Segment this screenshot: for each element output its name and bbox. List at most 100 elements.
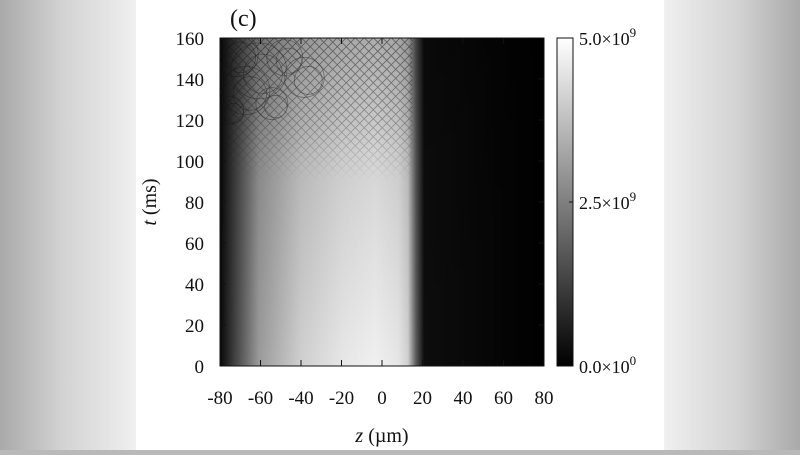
- turbulence-arc: [293, 66, 323, 95]
- x-tick-label: 80: [535, 388, 554, 409]
- x-tick-label: -20: [329, 388, 354, 409]
- turbulence-arc: [221, 66, 271, 115]
- turbulence-arcs: [220, 38, 325, 125]
- lattice-line: [517, 154, 544, 182]
- lattice-line: [247, 38, 392, 182]
- lattice-line: [274, 38, 419, 182]
- lattice-line: [526, 38, 544, 57]
- lattice-line: [445, 82, 544, 182]
- x-tick-label: -40: [288, 388, 313, 409]
- y-tick-label: 80: [185, 193, 204, 214]
- lattice-line: [472, 38, 544, 111]
- turbulence-arc: [264, 95, 288, 119]
- density-heatmap-chart: (c) -80 -60 -40 -20 0 20 40 60 80 0 20 40 60 80 100 12…: [139, 6, 636, 447]
- density-field-shading: [220, 38, 544, 366]
- lattice-line: [364, 38, 509, 182]
- x-axis-ticks: -80 -60 -40 -20 0 20 40 60 80: [207, 38, 554, 409]
- lattice-line: [427, 64, 544, 182]
- lattice-line: [220, 38, 320, 138]
- lattice-line: [301, 38, 446, 182]
- lattice-line: [220, 38, 284, 102]
- lattice-line: [220, 38, 329, 147]
- interference-lattice: [220, 38, 544, 182]
- turbulence-arc: [232, 76, 268, 111]
- x-tick-label: 40: [454, 388, 473, 409]
- turbulence-arc: [224, 41, 256, 74]
- lattice-line: [238, 38, 383, 182]
- turbulence-arc: [275, 47, 302, 74]
- y-axis-unit: (ms): [139, 178, 161, 220]
- y-tick-label: 40: [185, 275, 204, 296]
- turbulence-arc: [223, 103, 244, 124]
- x-tick-label: -80: [207, 388, 232, 409]
- lattice-line: [310, 38, 455, 182]
- lattice-line: [499, 136, 544, 182]
- lattice-line: [472, 109, 544, 182]
- lattice-line: [220, 126, 275, 182]
- lattice-line: [454, 91, 544, 182]
- lattice-line: [517, 38, 544, 66]
- lattice-line: [508, 145, 544, 182]
- lattice-line: [481, 38, 544, 102]
- x-tick-label: 60: [494, 388, 513, 409]
- lattice-line: [526, 163, 544, 182]
- lattice-line: [346, 38, 491, 182]
- turbulence-arc: [266, 39, 304, 77]
- lattice-line: [256, 38, 401, 182]
- lattice-line: [391, 38, 536, 182]
- lattice-line: [355, 38, 500, 182]
- x-axis-label: z (µm): [354, 425, 408, 447]
- lattice-line: [373, 38, 518, 182]
- lattice-line: [220, 38, 356, 174]
- turbulence-arc: [220, 38, 259, 77]
- lattice-line: [229, 38, 374, 182]
- lattice-line: [220, 38, 248, 66]
- y-tick-label: 140: [176, 70, 205, 91]
- turbulence-arc: [242, 53, 283, 94]
- lattice-line: [499, 38, 544, 84]
- lattice-line: [490, 127, 544, 182]
- lattice-line: [220, 38, 266, 84]
- turbulence-arc: [283, 57, 325, 98]
- lattice-line: [400, 38, 544, 182]
- lattice-line: [220, 38, 275, 93]
- lattice-line: [220, 38, 338, 156]
- lattice-line: [490, 38, 544, 93]
- x-tick-label: -60: [248, 388, 273, 409]
- y-axis-variable: t: [139, 220, 161, 226]
- lattice-line: [418, 55, 544, 182]
- colorbar-tick-label: 2.5×109: [579, 189, 636, 213]
- heatmap-field: [220, 38, 544, 366]
- lattice-line: [220, 38, 347, 165]
- colorbar-tick-label: 0.0×100: [579, 353, 636, 377]
- lattice-line: [337, 38, 482, 182]
- lattice-line: [220, 153, 248, 182]
- x-tick-label: 0: [377, 388, 387, 409]
- lattice-line: [535, 172, 544, 182]
- lattice-line: [220, 117, 284, 182]
- y-tick-label: 120: [176, 111, 205, 132]
- x-tick-label: 20: [413, 388, 432, 409]
- y-tick-label: 60: [185, 234, 204, 255]
- panel-label: (c): [230, 6, 257, 32]
- lattice-line: [481, 118, 544, 182]
- lattice-line: [220, 38, 365, 182]
- lattice-line: [220, 38, 311, 129]
- colorbar-ticks: 0.0×100 2.5×109 5.0×109: [569, 25, 636, 377]
- lattice-line: [382, 38, 527, 182]
- x-axis-variable: z: [354, 425, 363, 447]
- figure-panel: (c) -80 -60 -40 -20 0 20 40 60 80 0 20 40 60 80 100 12…: [136, 0, 664, 450]
- lattice-line: [409, 46, 544, 182]
- y-axis-ticks: 0 20 40 60 80 100 120 140 160: [176, 29, 544, 378]
- lattice-line: [436, 73, 544, 182]
- x-axis-unit: (µm): [363, 425, 408, 447]
- lattice-line: [265, 38, 410, 182]
- colorbar-tick-label: 5.0×109: [579, 25, 636, 49]
- lattice-line: [535, 38, 544, 48]
- lattice-line: [220, 144, 257, 182]
- background-blur-left: [0, 0, 136, 450]
- lattice-line: [463, 100, 544, 182]
- lattice-line: [283, 38, 428, 182]
- y-tick-label: 0: [195, 357, 205, 378]
